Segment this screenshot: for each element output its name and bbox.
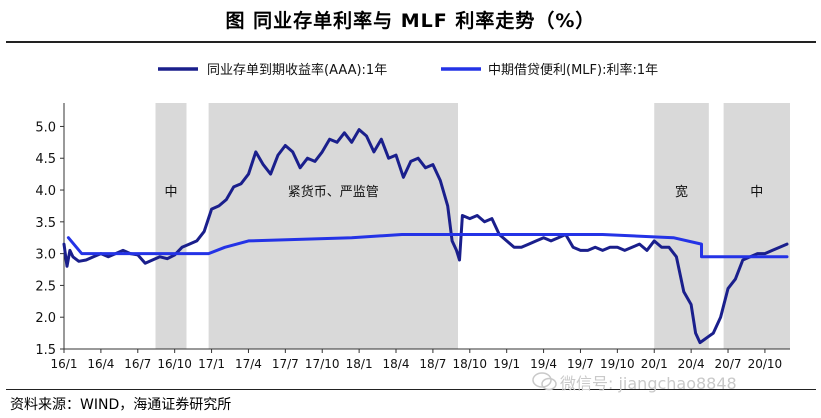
source-divider bbox=[6, 389, 816, 390]
x-tick-label-3: 16/10 bbox=[157, 357, 192, 371]
legend-label-0: 同业存单到期收益率(AAA):1年 bbox=[207, 62, 387, 78]
y-tick-label-5: 4.0 bbox=[35, 184, 56, 199]
x-tick-label-2: 16/7 bbox=[124, 357, 151, 371]
x-tick-label-6: 17/7 bbox=[272, 357, 299, 371]
x-tick-label-0: 16/1 bbox=[51, 357, 78, 371]
x-tick-label-17: 20/4 bbox=[678, 357, 705, 371]
x-tick-label-8: 18/1 bbox=[346, 357, 373, 371]
y-tick-label-4: 3.5 bbox=[35, 216, 56, 231]
y-tick-label-2: 2.5 bbox=[35, 279, 56, 294]
shaded-period-1 bbox=[208, 103, 458, 349]
chart-title: 图 同业存单利率与 MLF 利率走势（%） bbox=[225, 10, 596, 32]
x-tick-label-11: 18/10 bbox=[452, 357, 487, 371]
x-tick-label-16: 20/1 bbox=[641, 357, 668, 371]
legend-label-1: 中期借贷便利(MLF):利率:1年 bbox=[488, 62, 658, 78]
x-tick-label-9: 18/4 bbox=[383, 357, 410, 371]
wechat-icon bbox=[532, 372, 557, 391]
title-divider bbox=[6, 41, 816, 43]
shaded-period-label-3: 中 bbox=[750, 185, 763, 200]
x-tick-label-19: 20/10 bbox=[748, 357, 783, 371]
x-tick-label-10: 18/7 bbox=[419, 357, 446, 371]
shaded-period-3 bbox=[723, 103, 790, 349]
x-tick-label-4: 17/1 bbox=[198, 357, 225, 371]
x-tick-label-15: 19/10 bbox=[600, 357, 635, 371]
y-tick-label-7: 5.0 bbox=[35, 120, 56, 135]
shaded-period-2 bbox=[654, 103, 709, 349]
series-line-1 bbox=[66, 233, 789, 259]
shaded-period-0 bbox=[155, 103, 187, 349]
x-tick-label-12: 19/1 bbox=[493, 357, 520, 371]
y-tick-label-1: 2.0 bbox=[35, 311, 56, 326]
y-tick-label-0: 1.5 bbox=[35, 343, 56, 358]
x-tick-label-1: 16/4 bbox=[87, 357, 114, 371]
y-tick-label-3: 3.0 bbox=[35, 248, 56, 263]
x-tick-label-7: 17/10 bbox=[305, 357, 340, 371]
x-tick-label-18: 20/7 bbox=[715, 357, 742, 371]
x-tick-label-13: 19/4 bbox=[530, 357, 557, 371]
watermark-text: 微信号: jiangchao8848 bbox=[560, 374, 737, 393]
shaded-period-label-0: 中 bbox=[164, 185, 177, 200]
x-tick-label-14: 19/7 bbox=[567, 357, 594, 371]
shaded-period-label-1: 紧货币、严监管 bbox=[288, 184, 379, 200]
source-note: 资料来源：WIND，海通证券研究所 bbox=[10, 397, 232, 413]
shaded-period-label-2: 宽 bbox=[675, 184, 688, 200]
x-tick-label-5: 17/4 bbox=[235, 357, 262, 371]
y-tick-label-6: 4.5 bbox=[35, 152, 56, 167]
